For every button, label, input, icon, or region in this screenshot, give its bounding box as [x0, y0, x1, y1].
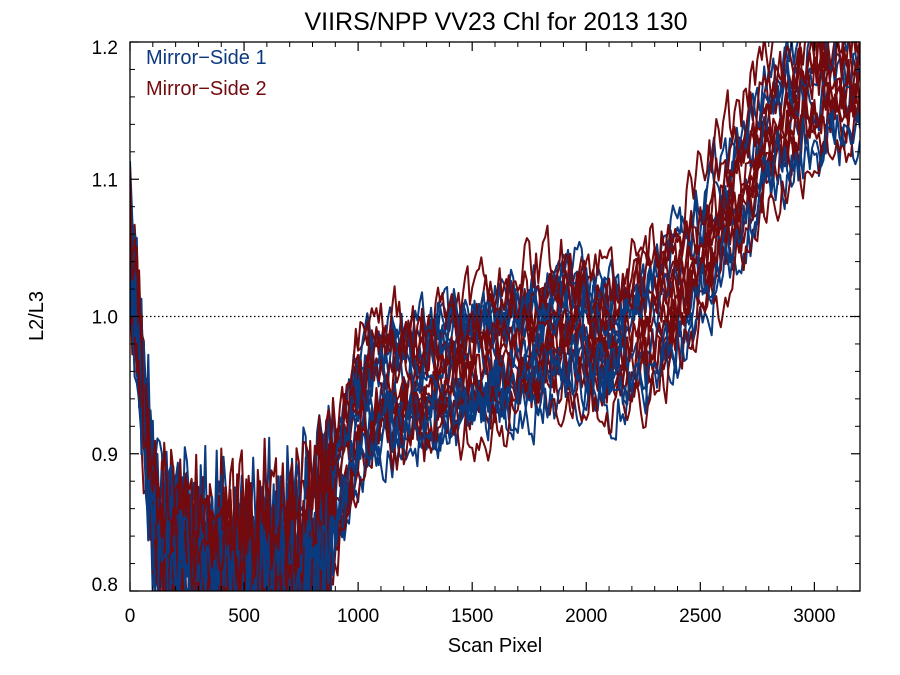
series-line-mirror-side-1	[130, 112, 860, 591]
y-axis: 0.8 0.9 1.0 1.1 1.2	[92, 38, 860, 596]
legend-mirror-side-1: Mirror−Side 1	[146, 47, 267, 69]
x-tick-label: 2000	[565, 606, 607, 627]
y-tick-label: 0.8	[92, 575, 118, 596]
series-line-mirror-side-2	[130, 42, 774, 578]
x-axis: 0 500 1000 1500 2000 2500 3000	[125, 42, 838, 627]
x-tick-label: 500	[228, 606, 260, 627]
x-tick-label: 1500	[451, 606, 493, 627]
y-tick-label: 1.2	[92, 38, 118, 59]
x-tick-label: 0	[125, 606, 136, 627]
series-line-mirror-side-2	[130, 42, 860, 591]
chart-title: VIIRS/NPP VV23 Chl for 2013 130	[304, 8, 687, 36]
legend-mirror-side-2: Mirror−Side 2	[146, 78, 267, 100]
plot-lines	[130, 42, 860, 591]
x-tick-label: 2500	[679, 606, 721, 627]
y-tick-label: 0.9	[92, 445, 118, 466]
x-tick-label: 3000	[793, 606, 835, 627]
y-tick-label: 1.0	[92, 308, 118, 329]
y-tick-label: 1.1	[92, 170, 118, 191]
x-axis-label: Scan Pixel	[448, 635, 543, 657]
y-axis-label: L2/L3	[26, 291, 48, 341]
x-tick-label: 1000	[337, 606, 379, 627]
